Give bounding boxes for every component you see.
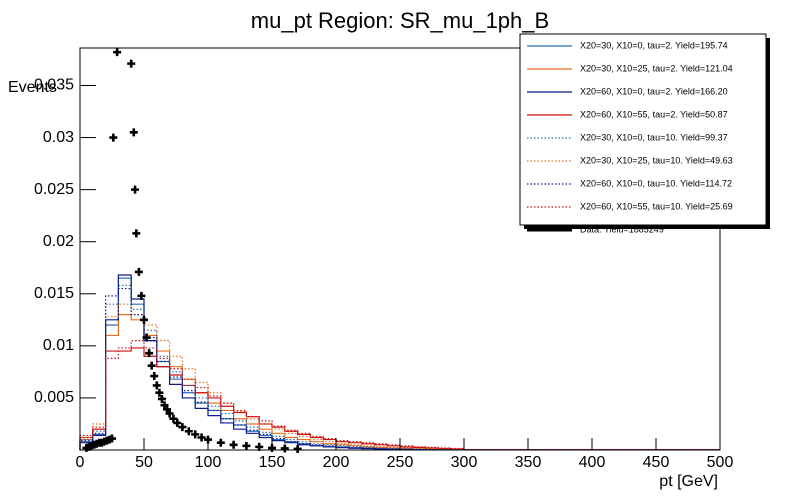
y-tick-label: 0.035 — [34, 77, 74, 94]
chart-title: mu_pt Region: SR_mu_1ph_B — [251, 8, 549, 33]
data-point — [178, 423, 187, 432]
data-point — [129, 128, 138, 137]
x-tick-label: 450 — [643, 454, 670, 471]
x-tick-label: 0 — [76, 454, 85, 471]
data-point — [142, 333, 151, 342]
data-point — [229, 440, 238, 449]
data-point — [157, 394, 166, 403]
data-point — [293, 444, 302, 453]
legend-label: X20=60, X10=0, tau=10. Yield=114.72 — [580, 178, 732, 188]
data-point — [165, 409, 174, 418]
x-tick-label: 150 — [259, 454, 286, 471]
data-point — [145, 349, 154, 358]
y-axis-label: Events — [8, 79, 57, 96]
histogram-line — [79, 340, 720, 451]
histogram-line — [79, 347, 720, 451]
data-point — [280, 444, 289, 453]
legend-entries: X20=30, X10=0, tau=2. Yield=195.74 X20=30… — [527, 40, 733, 234]
y-tick-label: 0.03 — [43, 129, 74, 146]
data-point — [137, 291, 146, 300]
x-tick-label: 350 — [515, 454, 542, 471]
x-tick-label: 500 — [707, 454, 734, 471]
y-tick-label: 0.015 — [34, 285, 74, 302]
x-tick-label: 100 — [195, 454, 222, 471]
data-point — [173, 418, 182, 427]
data-point — [163, 405, 172, 414]
x-tick-label: 200 — [323, 454, 350, 471]
legend-label: X20=30, X10=25, tau=10. Yield=49.63 — [580, 155, 733, 165]
data-point — [109, 133, 118, 142]
data-point — [140, 315, 148, 324]
data-point — [197, 433, 206, 442]
data-point — [184, 427, 193, 436]
x-tick-label: 250 — [387, 454, 414, 471]
legend — [519, 33, 767, 226]
y-tick-label: 0.005 — [34, 389, 74, 406]
data-point — [160, 401, 169, 410]
legend-label: X20=60, X10=55, tau=2. Yield=50.87 — [580, 109, 728, 119]
data-point — [132, 229, 141, 238]
data-point — [113, 48, 122, 57]
legend-label: X20=30, X10=25, tau=2. Yield=121.04 — [580, 63, 733, 73]
y-tick-label: 0.02 — [43, 233, 74, 250]
x-tick-label: 300 — [451, 454, 478, 471]
legend-label: X20=30, X10=0, tau=2. Yield=195.74 — [580, 40, 728, 50]
histogram-line — [79, 303, 720, 451]
x-tick-label: 400 — [579, 454, 606, 471]
data-point — [134, 267, 143, 276]
legend-label: Data. Yield=1885249 — [580, 224, 664, 234]
x-tick-label: 50 — [135, 454, 153, 471]
data-point — [108, 434, 116, 443]
data-point — [155, 388, 164, 397]
data-point — [131, 185, 140, 194]
data-point — [150, 372, 159, 381]
data-point — [216, 438, 225, 447]
data-point — [147, 361, 156, 370]
y-tick-label: 0.01 — [43, 337, 74, 354]
y-tick-label: 0.025 — [34, 181, 74, 198]
data-point — [152, 381, 161, 390]
x-axis-label: pt [GeV] — [659, 473, 718, 490]
data-point — [169, 414, 178, 423]
legend-label: X20=60, X10=0, tau=2. Yield=166.20 — [580, 86, 728, 96]
legend-label: X20=60, X10=55, tau=10. Yield=25.69 — [580, 201, 733, 211]
data-point — [191, 430, 200, 439]
data-point — [242, 441, 251, 450]
legend-label: X20=30, X10=0, tau=10. Yield=99.37 — [580, 132, 728, 142]
data-point — [127, 59, 136, 68]
plot-area — [79, 48, 720, 453]
